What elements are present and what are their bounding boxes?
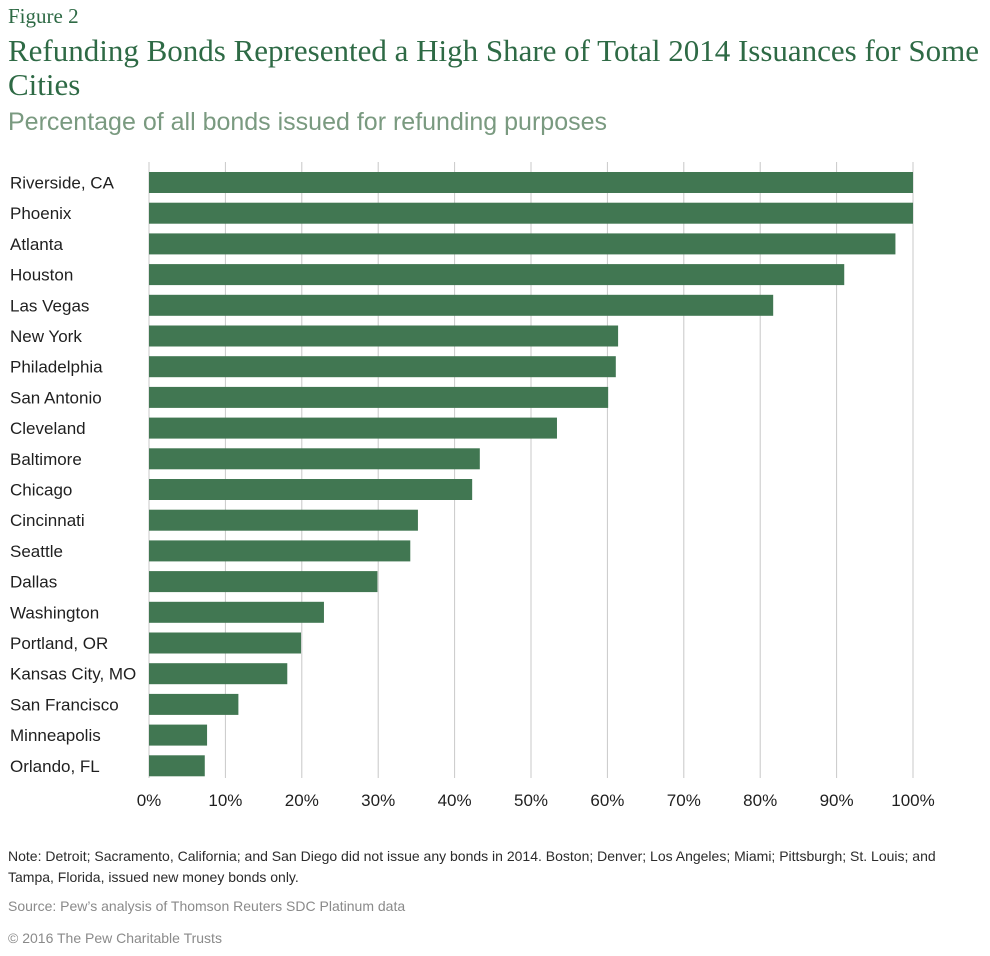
chart-title: Refunding Bonds Represented a High Share… xyxy=(8,33,979,102)
bar xyxy=(149,693,239,715)
bar xyxy=(149,202,913,224)
x-tick-label: 90% xyxy=(820,791,854,810)
category-label: San Antonio xyxy=(10,388,102,407)
source-line: Source: Pew’s analysis of Thomson Reuter… xyxy=(8,898,406,914)
x-tick-label: 80% xyxy=(743,791,777,810)
bar xyxy=(149,294,774,316)
x-tick-label: 30% xyxy=(361,791,395,810)
chart-subtitle: Percentage of all bonds issued for refun… xyxy=(8,108,607,136)
bar xyxy=(149,233,896,255)
bar xyxy=(149,172,913,193)
bar xyxy=(149,601,324,623)
x-tick-label: 20% xyxy=(285,791,319,810)
bar xyxy=(149,540,411,562)
bar xyxy=(149,571,378,593)
category-label: San Francisco xyxy=(10,695,119,714)
bar xyxy=(149,755,205,777)
category-label: Philadelphia xyxy=(10,358,103,377)
category-label: Atlanta xyxy=(10,235,63,254)
bar-chart: Riverside, CA Phoenix Atlanta Houston Las Ve… xyxy=(10,162,935,810)
x-tick-label: 50% xyxy=(514,791,548,810)
bar xyxy=(149,509,418,531)
category-label: Phoenix xyxy=(10,204,72,223)
x-tick-label: 10% xyxy=(208,791,242,810)
bar xyxy=(149,448,480,470)
x-tick-label: 60% xyxy=(590,791,624,810)
bar xyxy=(149,479,473,500)
category-label: Washington xyxy=(10,603,99,622)
bar xyxy=(149,386,609,408)
bar xyxy=(149,663,288,685)
bar xyxy=(149,632,302,654)
category-label: Orlando, FL xyxy=(10,757,100,776)
category-label: Seattle xyxy=(10,542,63,561)
bar xyxy=(149,724,208,746)
figure-label: Figure 2 xyxy=(8,4,79,28)
category-label: Dallas xyxy=(10,573,57,592)
bar xyxy=(149,356,616,378)
category-label: Baltimore xyxy=(10,450,82,469)
bar xyxy=(149,325,619,347)
category-label: Kansas City, MO xyxy=(10,665,136,684)
x-tick-label: 100% xyxy=(891,791,934,810)
x-tick-label: 70% xyxy=(667,791,701,810)
category-label: Riverside, CA xyxy=(10,174,115,193)
category-label: Cleveland xyxy=(10,419,86,438)
bars xyxy=(149,172,913,777)
category-labels: Riverside, CA Phoenix Atlanta Houston Las Ve… xyxy=(10,174,136,776)
category-label: Chicago xyxy=(10,481,72,500)
x-tick-label: 40% xyxy=(438,791,472,810)
category-label: Cincinnati xyxy=(10,511,85,530)
x-axis-tick-labels: 0% 10% 20% 30% 40% 50% 60% 70% 80% 90% 100% xyxy=(137,791,935,810)
bar xyxy=(149,264,845,286)
category-label: Minneapolis xyxy=(10,726,101,745)
category-label: New York xyxy=(10,327,82,346)
bar xyxy=(149,417,557,439)
x-tick-label: 0% xyxy=(137,791,162,810)
category-label: Houston xyxy=(10,266,73,285)
category-label: Las Vegas xyxy=(10,296,89,315)
footnote: Note: Detroit; Sacramento, California; a… xyxy=(8,848,936,885)
copyright-line: © 2016 The Pew Charitable Trusts xyxy=(8,930,222,946)
category-label: Portland, OR xyxy=(10,634,108,653)
